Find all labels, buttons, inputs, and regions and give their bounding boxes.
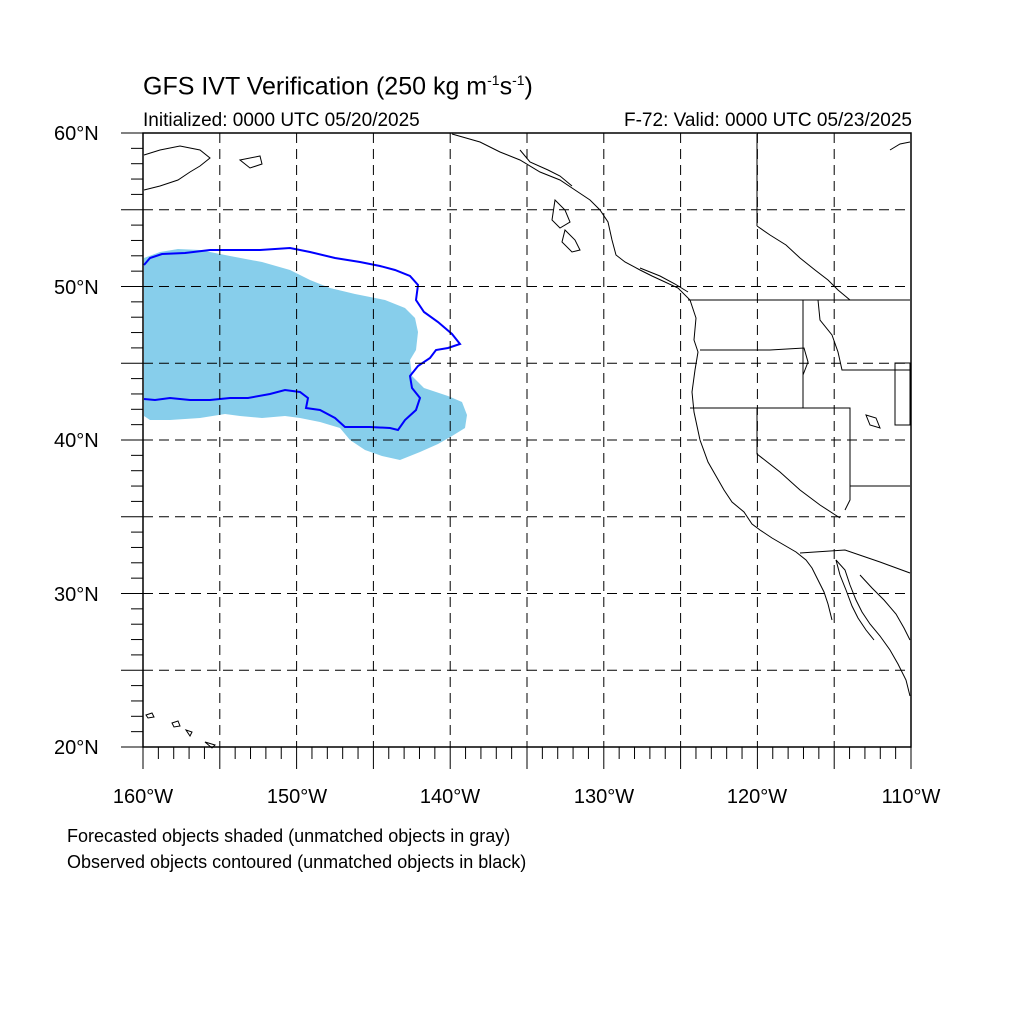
axis-ticks xyxy=(121,132,912,769)
lat-label-60: 60°N xyxy=(54,123,99,145)
forecast-object-shaded xyxy=(144,249,467,460)
political-borders xyxy=(688,134,911,574)
lat-label-20: 20°N xyxy=(54,737,99,759)
valid-time: F-72: Valid: 0000 UTC 05/23/2025 xyxy=(624,110,912,131)
lon-label-110w: 110°W xyxy=(881,786,941,808)
lat-lon-grid xyxy=(143,133,911,747)
legend-note-observed: Observed objects contoured (unmatched ob… xyxy=(67,852,527,872)
lon-label-160w: 160°W xyxy=(112,786,174,808)
legend-note-forecast: Forecasted objects shaded (unmatched obj… xyxy=(67,826,511,846)
lat-label-30: 30°N xyxy=(54,584,99,606)
coastlines xyxy=(143,133,911,749)
lon-label-140w: 140°W xyxy=(419,786,481,808)
map-title: GFS IVT Verification (250 kg m-1s-1) xyxy=(143,72,533,101)
lon-label-130w: 130°W xyxy=(573,786,635,808)
lat-label-40: 40°N xyxy=(54,430,99,452)
initialized-time: Initialized: 0000 UTC 05/20/2025 xyxy=(143,110,420,131)
lat-label-50: 50°N xyxy=(54,277,99,299)
lon-label-150w: 150°W xyxy=(266,786,328,808)
lon-label-120w: 120°W xyxy=(726,786,788,808)
observed-object-contour xyxy=(143,246,462,432)
